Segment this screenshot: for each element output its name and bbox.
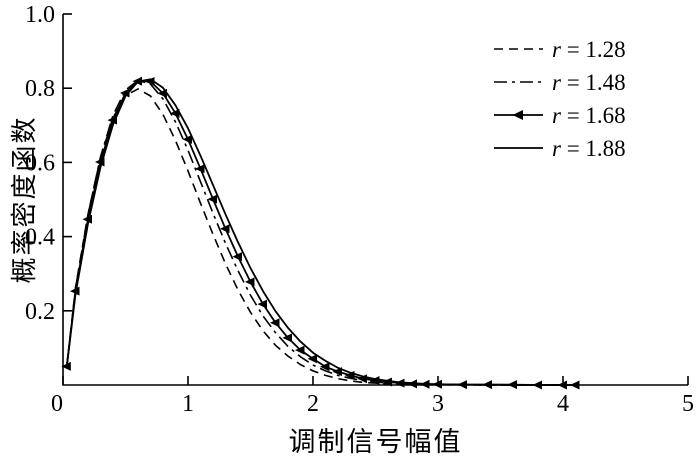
series-markers-1.68 (61, 76, 580, 390)
x-tick-label: 5 (682, 391, 694, 417)
y-tick-label: 1.0 (25, 2, 55, 28)
series-line-1.48 (66, 79, 576, 386)
legend-label: r = 1.88 (552, 136, 626, 161)
left-triangle-marker (232, 252, 242, 262)
series-line-1.88 (65, 78, 576, 386)
y-tick-label: 0.4 (25, 225, 55, 251)
y-axis-title: 概率密度函数 (10, 115, 39, 284)
left-triangle-marker (370, 376, 380, 385)
left-triangle-marker (220, 224, 230, 234)
series-line-1.28 (66, 88, 576, 386)
y-tick-label: 0.8 (25, 76, 55, 102)
x-tick-label: 3 (432, 391, 444, 417)
left-triangle-marker (382, 377, 392, 387)
left-triangle-marker (182, 134, 192, 144)
legend-label: r = 1.68 (552, 103, 626, 128)
left-triangle-marker (61, 361, 71, 371)
series-line-1.68 (65, 80, 576, 386)
left-triangle-marker (195, 164, 205, 174)
left-triangle-marker (257, 299, 267, 309)
left-triangle-marker (307, 354, 317, 364)
left-triangle-marker (282, 333, 292, 343)
left-triangle-marker (245, 277, 255, 287)
x-tick-label: 0 (51, 391, 63, 417)
y-tick-label: 0.6 (25, 150, 55, 176)
legend-item-1.88: r = 1.88 (494, 136, 626, 161)
x-axis-title: 调制信号幅值 (288, 427, 463, 457)
left-triangle-marker (295, 345, 305, 355)
left-triangle-marker (207, 194, 217, 204)
legend-item-1.28: r = 1.28 (494, 37, 626, 62)
legend-label: r = 1.48 (552, 70, 626, 95)
legend: r = 1.28 r = 1.48 r = 1.68 r = 1.88 (494, 37, 626, 161)
x-tick-label: 2 (307, 391, 319, 417)
x-tick-label: 1 (182, 391, 194, 417)
left-triangle-marker (170, 108, 180, 118)
y-tick-label: 0.2 (25, 299, 55, 325)
x-tick-label: 4 (557, 391, 569, 417)
left-triangle-marker (320, 362, 330, 372)
legend-left-triangle-marker (512, 110, 523, 120)
legend-label: r = 1.28 (552, 37, 626, 62)
left-triangle-marker (270, 318, 280, 328)
x-axis-ticks: 0 1 2 3 4 5 (51, 376, 694, 417)
legend-item-1.68: r = 1.68 (494, 103, 626, 128)
left-triangle-marker (145, 77, 155, 86)
legend-item-1.48: r = 1.48 (494, 70, 626, 95)
y-axis-ticks: 0.2 0.4 0.6 0.8 1.0 (25, 2, 72, 325)
